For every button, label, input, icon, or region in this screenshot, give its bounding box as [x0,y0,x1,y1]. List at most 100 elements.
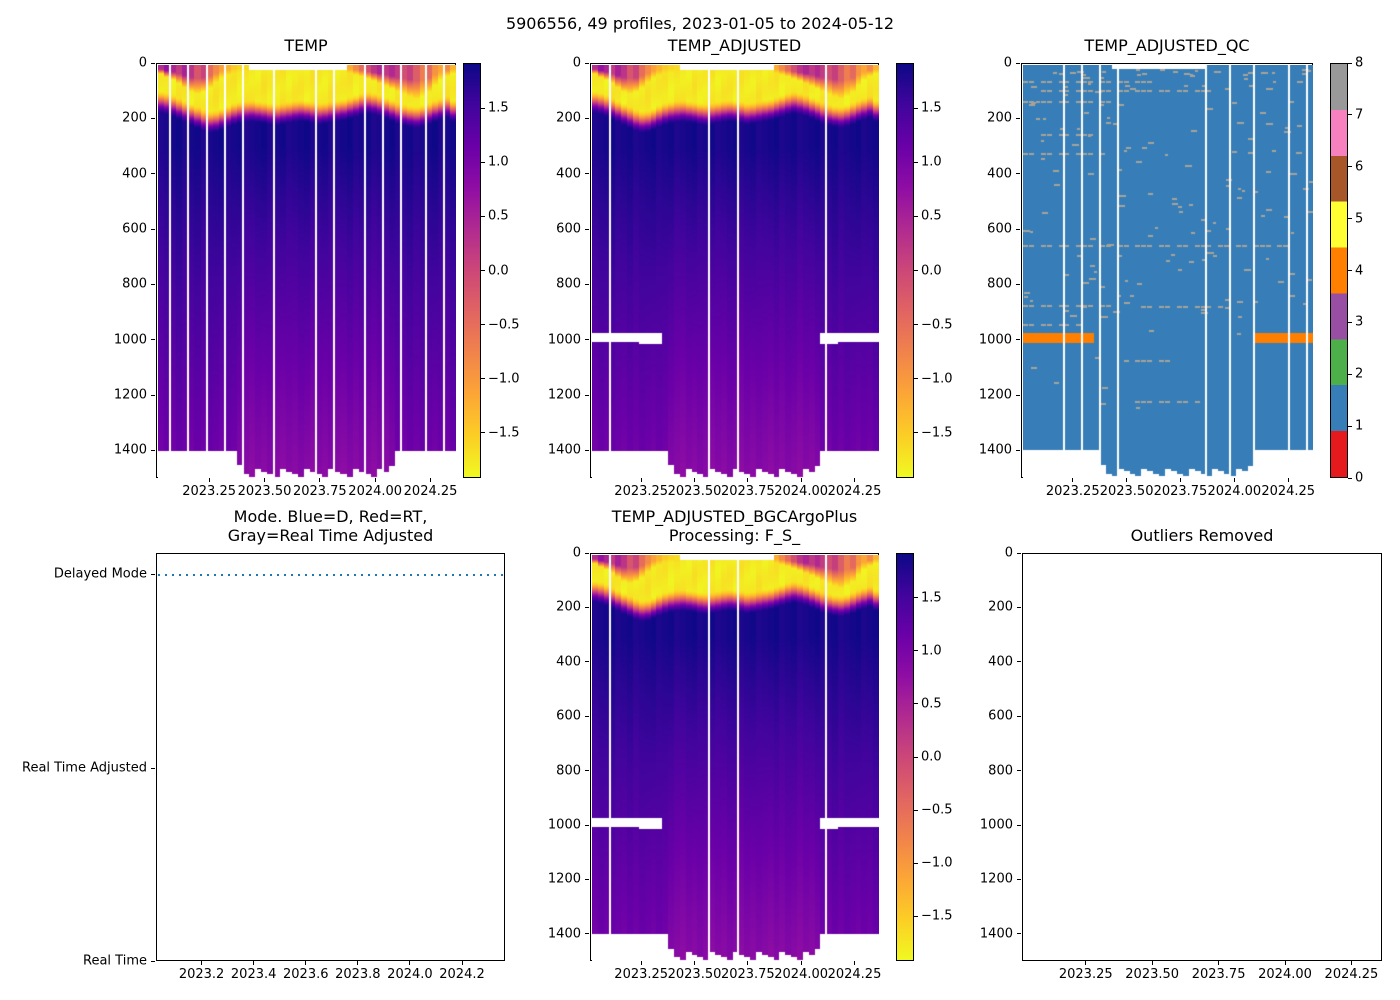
y-tick-label: 1000 [547,817,581,833]
mode-axes [156,553,505,961]
colorbar-tick-label: 0.5 [921,208,942,224]
qc-colorbar-tick-mark [1348,477,1352,479]
temp-adjusted-qc-axes [1021,63,1313,478]
y-tick-mark [1017,606,1021,608]
x-tick-label: 2023.75 [292,484,347,499]
y-tick-label: 1400 [979,926,1013,942]
y-tick-label: 0 [572,55,581,71]
colorbar-tick-label: 0.5 [921,696,942,712]
x-tick-mark [800,478,802,482]
qc-colorbar-tick-label: 4 [1355,263,1364,278]
y-tick-mark [585,661,589,663]
colorbar-tick-label: 1.5 [921,590,942,606]
y-tick-label: 600 [987,221,1012,237]
qc-colorbar-tick-label: 0 [1355,470,1364,486]
panel-bgc: TEMP_ADJUSTED_BGCArgoPlus Processing: F_… [548,507,881,982]
colorbar-tick-mark [481,378,485,380]
y-tick-mark [1016,228,1020,230]
y-tick-mark [585,228,589,230]
y-tick-label: 1000 [547,332,581,348]
x-tick-mark [208,478,210,482]
x-tick-label: 2023.50 [237,484,292,499]
colorbar-tick-mark [481,107,485,109]
delayed-mode-line [158,574,503,576]
x-tick-mark [263,478,265,482]
figure-title: 5906556, 49 profiles, 2023-01-05 to 2024… [505,14,895,33]
y-tick-label: 1400 [113,442,147,458]
qc-colorbar-tick-mark [1348,270,1352,271]
colorbar-tick-mark [914,324,918,326]
colorbar-tick-label: 0.0 [921,749,942,765]
y-tick-label: 600 [556,221,581,237]
colorbar-tick-label: 1.5 [488,100,509,116]
panel-temp-adjusted-title: TEMP_ADJUSTED [667,36,802,55]
y-tick-label: 600 [122,221,147,237]
y-tick-mark [151,62,155,64]
y-tick-mark [1016,449,1020,451]
y-tick-label: 200 [556,599,581,615]
colorbar-tick-label: −1.5 [921,425,953,441]
qc-colorbar-tick-mark [1348,218,1352,220]
colorbar-tick-mark [914,161,918,163]
x-tick-mark [1284,961,1286,965]
y-tick-mark [151,339,155,341]
panel-temp-title: TEMP [284,36,328,55]
x-tick-mark [1126,478,1128,482]
colorbar-tick-label: 0.0 [488,263,509,278]
y-tick-label: 600 [556,708,581,724]
colorbar-tick-mark [914,650,918,652]
y-tick-label: 800 [556,276,581,292]
colorbar-tick-mark [481,432,485,434]
x-tick-label: 2023.25 [614,967,669,982]
colorbar-tick-label: 0.5 [488,208,509,224]
y-tick-label: 1000 [113,332,147,348]
panel-mode: Mode. Blue=D, Red=RT, Gray=Real Time Adj… [22,507,505,982]
x-tick-mark [694,478,695,482]
y-tick-label: 400 [988,654,1013,670]
y-tick-label: 0 [138,55,147,71]
x-tick-label: 2024.2 [439,967,485,982]
y-tick-label: 1200 [979,871,1013,887]
x-tick-label: 2024.00 [348,484,403,499]
panel-mode-title-line1: Mode. Blue=D, Red=RT, [233,507,428,526]
x-tick-mark [1085,961,1087,965]
y-tick-mark [585,878,589,880]
qc-colorbar-tick-mark [1348,62,1352,64]
temp-adjusted-colorbar: 1.5 1.0 0.5 0.0 −0.5 −1.0 −1.5 [896,63,953,478]
colorbar-tick-mark [914,862,918,864]
y-tick-label: 200 [556,110,581,126]
x-tick-mark [800,961,802,965]
x-tick-mark [201,961,203,965]
y-tick-label: 800 [122,276,147,292]
x-tick-label: 2024.00 [774,484,829,499]
y-tick-mark [1016,173,1020,175]
y-tick-label: 800 [988,763,1013,779]
qc-colorbar-tick-mark [1348,321,1352,323]
x-tick-mark [357,961,359,965]
x-tick-label: 2023.75 [1153,484,1208,499]
y-tick-label: 800 [556,763,581,779]
y-tick-mark [151,228,155,230]
y-tick-mark [1016,62,1020,64]
y-tick-mark [585,449,589,451]
y-tick-label: 200 [987,110,1012,126]
x-tick-label: 2023.25 [1045,484,1100,499]
y-tick-mark [1016,339,1020,341]
y-tick-mark [151,283,155,285]
y-tick-mark [585,606,589,608]
x-tick-mark [1350,961,1352,965]
colorbar-tick-label: −1.0 [488,371,520,387]
y-tick-label: 600 [988,708,1013,724]
y-tick-mark [585,933,589,935]
x-tick-label: 2023.50 [667,967,722,982]
mode-y-tick-label: Real Time Adjusted [22,760,147,776]
temp-adjusted-heatmap-canvas [592,65,879,478]
y-tick-mark [1017,661,1021,663]
x-tick-mark [1072,478,1074,482]
y-tick-label: 1000 [978,332,1012,348]
bgc-axes [590,553,879,961]
y-tick-label: 1000 [979,817,1013,833]
y-tick-mark [1016,117,1020,119]
y-tick-label: 400 [556,166,581,182]
